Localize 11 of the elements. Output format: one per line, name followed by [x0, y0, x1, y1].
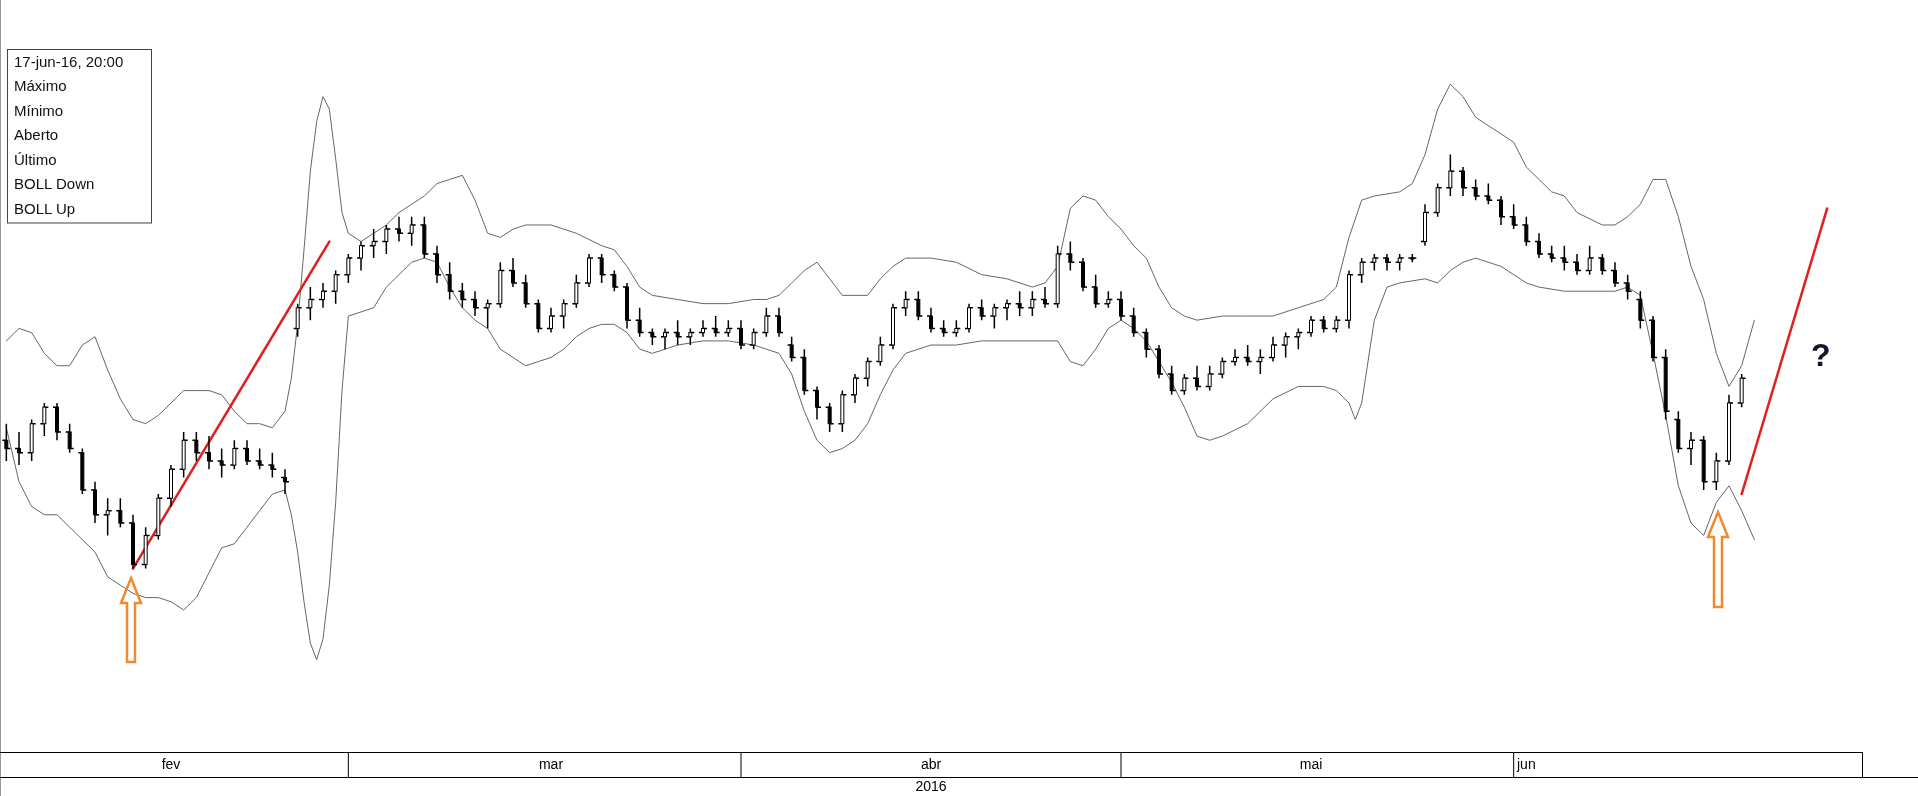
- x-tick-label: mar: [538, 755, 564, 772]
- annotation: BOLL Up: [14, 199, 76, 217]
- annotation: Último: [14, 150, 57, 168]
- annotation: ?: [1811, 336, 1831, 373]
- x-tick-label: mai: [1299, 755, 1323, 772]
- x-axis-title: 2016: [915, 777, 947, 794]
- x-tick-label: fev: [161, 755, 181, 772]
- annotation: BOLL Down: [14, 175, 95, 193]
- x-tick-label: abr: [920, 755, 942, 772]
- info-box: 17-jun-16, 20:00 Máximo Mínimo Aberto Último BOLL Down BOLL Up: [7, 49, 152, 224]
- x-tick-label: jun: [1515, 755, 1536, 772]
